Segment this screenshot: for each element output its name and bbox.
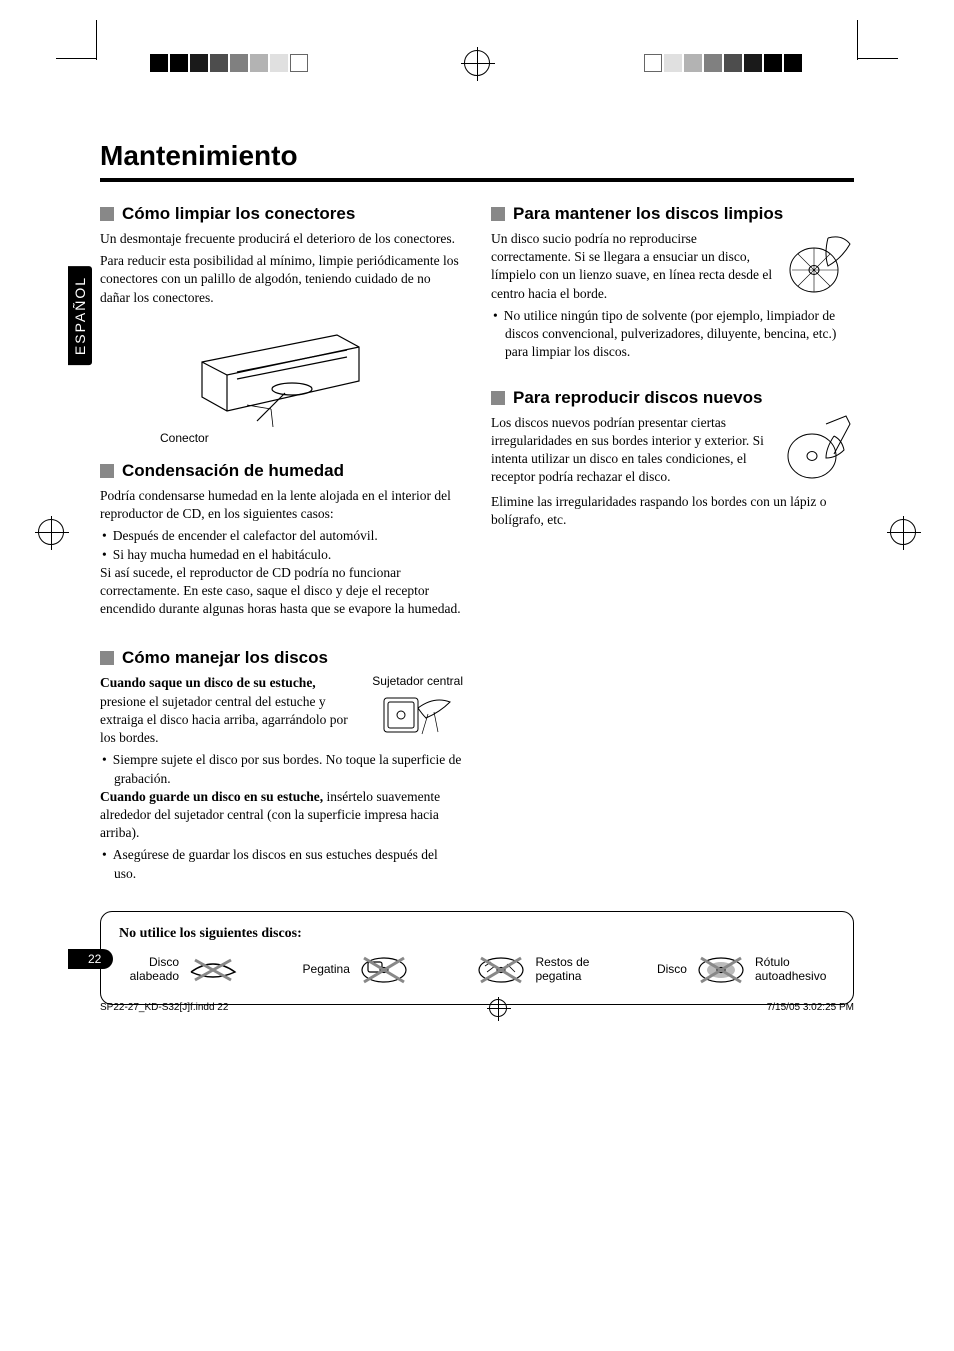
body-text: Un desmontaje frecuente producirá el det…: [100, 230, 463, 248]
page-title: Mantenimiento: [100, 140, 854, 172]
bullet-item: Después de encender el calefactor del au…: [100, 527, 463, 545]
body-text: Para reducir esta posibilidad al mínimo,…: [100, 252, 463, 307]
section-heading-keep-clean: Para mantener los discos limpios: [491, 204, 854, 224]
page-number-badge: 22: [68, 949, 113, 969]
heading-text: Cómo limpiar los conectores: [122, 204, 355, 224]
warn-label: Restos de pegatina: [535, 955, 595, 983]
illustration-caption: Conector: [160, 431, 463, 445]
sticker-disc-icon: [356, 952, 412, 986]
bold-run: Cuando saque un disco de su estuche,: [100, 675, 316, 690]
central-holder-label: Sujetador central: [372, 674, 463, 688]
right-column: Para mantener los discos limpios Un disc…: [491, 200, 854, 883]
bold-run: Cuando guarde un disco en su estuche,: [100, 789, 323, 804]
footer-file: SP22-27_KD-S32[J]f.indd 22: [100, 1002, 228, 1013]
heading-text: Para reproducir discos nuevos: [513, 388, 762, 408]
heading-text: Condensación de humedad: [122, 461, 344, 481]
central-holder-illustration: Sujetador central: [372, 674, 463, 750]
body-text: Si así sucede, el reproductor de CD podr…: [100, 564, 463, 619]
section-heading-new-discs: Para reproducir discos nuevos: [491, 388, 854, 408]
connector-illustration: [187, 317, 377, 427]
print-footer: SP22-27_KD-S32[J]f.indd 22 7/15/05 3:02:…: [100, 999, 854, 1017]
warn-item-residue: Restos de pegatina: [473, 952, 595, 986]
section-heading-handle-discs: Cómo manejar los discos: [100, 648, 463, 668]
warn-item-sticker: Pegatina: [303, 952, 412, 986]
body-text: Elimine las irregularidades raspando los…: [491, 493, 854, 529]
bullet-item: No utilice ningún tipo de solvente (por …: [491, 307, 854, 362]
section-heading-clean-connectors: Cómo limpiar los conectores: [100, 204, 463, 224]
left-column: Cómo limpiar los conectores Un desmontaj…: [100, 200, 463, 883]
footer-timestamp: 7/15/05 3:02:25 PM: [767, 1002, 854, 1013]
warn-label: Pegatina: [303, 962, 350, 976]
heading-text: Cómo manejar los discos: [122, 648, 328, 668]
body-text: Cuando guarde un disco en su estuche, in…: [100, 788, 463, 843]
warped-disc-icon: [185, 952, 241, 986]
warn-label: Rótulo autoadhesivo: [755, 955, 835, 983]
page-content: Mantenimiento Cómo limpiar los conectore…: [0, 0, 954, 1065]
bullet-item: Siempre sujete el disco por sus bordes. …: [100, 751, 463, 787]
body-text: Podría condensarse humedad en la lente a…: [100, 487, 463, 523]
crosshair-bottom-icon: [489, 999, 507, 1017]
label-disc-icon: [693, 952, 749, 986]
wipe-disc-illustration: [784, 230, 854, 300]
heading-text: Para mantener los discos limpios: [513, 204, 783, 224]
bullet-item: Asegúrese de guardar los discos en sus e…: [100, 846, 463, 882]
warn-label: Disco: [657, 962, 687, 976]
warn-label: Disco alabeado: [119, 955, 179, 983]
bullet-item: Si hay mucha humedad en el habitáculo.: [100, 546, 463, 564]
section-heading-condensation: Condensación de humedad: [100, 461, 463, 481]
warn-item-warped: Disco alabeado: [119, 952, 241, 986]
warn-item-label: Disco Rótulo autoadhesivo: [657, 952, 835, 986]
warn-title: No utilice los siguientes discos:: [119, 926, 835, 942]
body-run: presione el sujetador central del estuch…: [100, 694, 348, 745]
do-not-use-box: No utilice los siguientes discos: Disco …: [100, 911, 854, 1005]
scrape-disc-illustration: [784, 414, 854, 489]
title-rule: [100, 178, 854, 182]
residue-disc-icon: [473, 952, 529, 986]
